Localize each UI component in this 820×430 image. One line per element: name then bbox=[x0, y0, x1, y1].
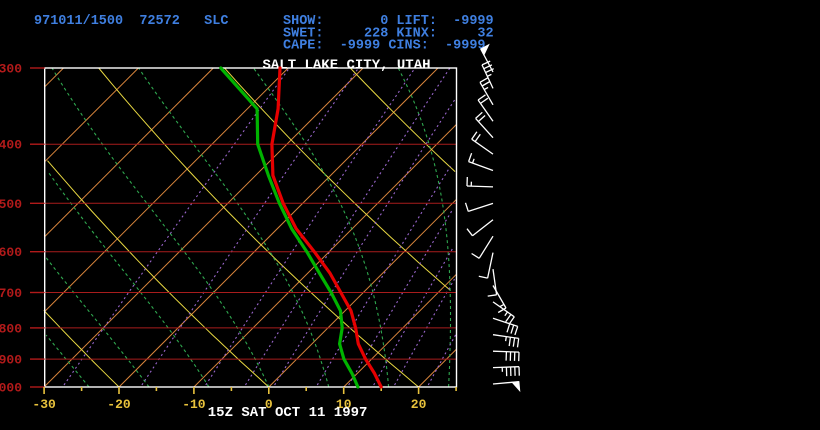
svg-text:000: 000 bbox=[0, 381, 22, 396]
svg-text:800: 800 bbox=[0, 321, 22, 336]
svg-text:CAPE: -9999 CINS: -9999: CAPE: -9999 CINS: -9999 bbox=[283, 39, 486, 54]
svg-text:900: 900 bbox=[0, 353, 22, 368]
svg-text:-10: -10 bbox=[182, 397, 206, 412]
svg-text:SALT LAKE CITY, UTAH: SALT LAKE CITY, UTAH bbox=[262, 58, 430, 74]
svg-text:-30: -30 bbox=[32, 397, 56, 412]
svg-text:500: 500 bbox=[0, 197, 22, 212]
svg-text:700: 700 bbox=[0, 286, 22, 301]
svg-text:-20: -20 bbox=[107, 397, 131, 412]
svg-text:20: 20 bbox=[411, 397, 427, 412]
svg-text:600: 600 bbox=[0, 245, 22, 260]
svg-text:971011/1500 72572 SLC: 971011/1500 72572 SLC bbox=[34, 14, 228, 29]
svg-text:15Z SAT OCT 11 1997: 15Z SAT OCT 11 1997 bbox=[208, 405, 368, 421]
svg-text:400: 400 bbox=[0, 138, 22, 153]
svg-text:300: 300 bbox=[0, 62, 22, 77]
